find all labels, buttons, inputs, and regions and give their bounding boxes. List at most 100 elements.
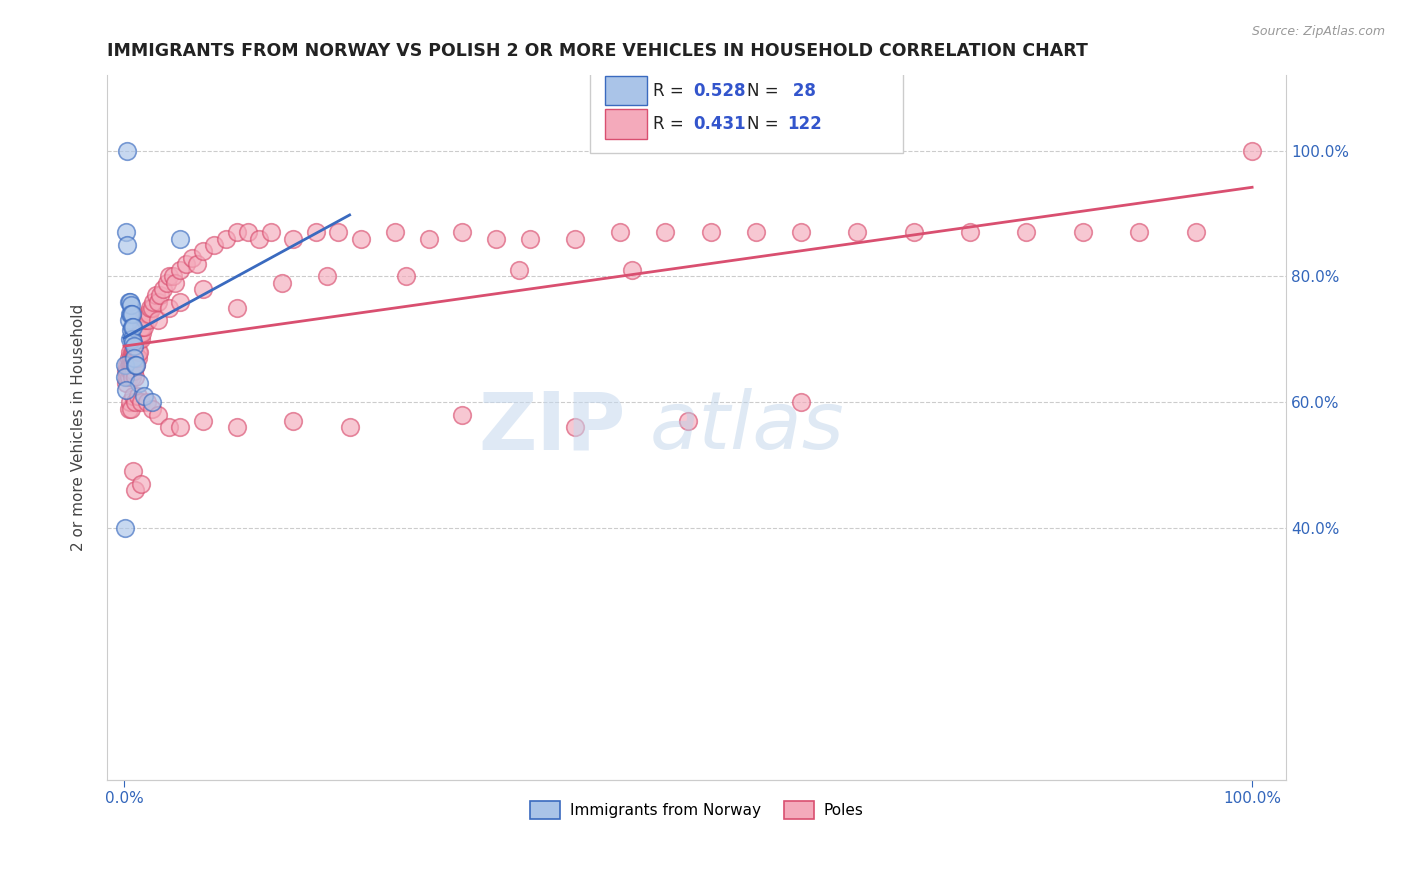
Point bbox=[146, 313, 169, 327]
Point bbox=[131, 326, 153, 340]
Point bbox=[127, 351, 149, 366]
Point bbox=[214, 232, 236, 246]
Point bbox=[620, 263, 643, 277]
Point bbox=[186, 257, 208, 271]
Point bbox=[283, 414, 305, 428]
Point bbox=[162, 269, 184, 284]
Point bbox=[609, 226, 631, 240]
Point bbox=[134, 319, 156, 334]
Point bbox=[117, 351, 139, 366]
Point bbox=[117, 294, 139, 309]
Point bbox=[117, 370, 139, 384]
FancyBboxPatch shape bbox=[591, 64, 903, 153]
Point bbox=[120, 358, 142, 372]
Point bbox=[134, 313, 156, 327]
Point bbox=[191, 414, 214, 428]
Point bbox=[157, 301, 180, 315]
Point bbox=[125, 358, 148, 372]
Y-axis label: 2 or more Vehicles in Household: 2 or more Vehicles in Household bbox=[72, 304, 86, 551]
Point bbox=[132, 313, 155, 327]
Text: IMMIGRANTS FROM NORWAY VS POLISH 2 OR MORE VEHICLES IN HOUSEHOLD CORRELATION CHA: IMMIGRANTS FROM NORWAY VS POLISH 2 OR MO… bbox=[107, 42, 1088, 60]
Point bbox=[124, 370, 146, 384]
Text: 28: 28 bbox=[787, 82, 815, 100]
Point bbox=[141, 301, 163, 315]
Text: Source: ZipAtlas.com: Source: ZipAtlas.com bbox=[1251, 25, 1385, 38]
Point bbox=[259, 226, 281, 240]
Point bbox=[114, 358, 136, 372]
Point bbox=[120, 351, 142, 366]
Point bbox=[142, 294, 165, 309]
Point bbox=[125, 351, 148, 366]
Point bbox=[145, 288, 167, 302]
Point bbox=[124, 358, 146, 372]
Point bbox=[846, 226, 869, 240]
Point bbox=[120, 307, 142, 321]
Point bbox=[174, 257, 197, 271]
Point bbox=[122, 358, 145, 372]
Point bbox=[124, 483, 146, 498]
Point bbox=[114, 370, 136, 384]
Point bbox=[141, 395, 163, 409]
Point bbox=[131, 319, 153, 334]
Point bbox=[790, 395, 813, 409]
Point bbox=[118, 395, 141, 409]
Point bbox=[120, 298, 142, 312]
Point bbox=[118, 332, 141, 346]
Point bbox=[283, 232, 305, 246]
Point bbox=[328, 226, 350, 240]
Point bbox=[1015, 226, 1038, 240]
Point bbox=[129, 319, 152, 334]
Point bbox=[745, 226, 768, 240]
Point bbox=[118, 307, 141, 321]
Point bbox=[115, 226, 138, 240]
Point bbox=[564, 232, 586, 246]
Point bbox=[202, 238, 225, 252]
Point bbox=[1241, 144, 1264, 158]
Point bbox=[127, 389, 149, 403]
Point bbox=[121, 364, 143, 378]
Point bbox=[122, 345, 145, 359]
Point bbox=[157, 269, 180, 284]
Point bbox=[129, 395, 152, 409]
Point bbox=[118, 364, 141, 378]
Point bbox=[122, 351, 145, 366]
Point bbox=[122, 345, 145, 359]
Point bbox=[305, 226, 328, 240]
Point bbox=[139, 301, 162, 315]
Point bbox=[156, 276, 179, 290]
Point bbox=[117, 144, 139, 158]
Point bbox=[129, 332, 152, 346]
Point bbox=[127, 345, 149, 359]
Point bbox=[564, 420, 586, 434]
Point bbox=[118, 358, 141, 372]
Point bbox=[120, 364, 142, 378]
Point bbox=[115, 376, 138, 391]
Point bbox=[120, 323, 142, 337]
Point bbox=[152, 282, 174, 296]
Point bbox=[129, 477, 152, 491]
Text: R =: R = bbox=[652, 115, 689, 133]
Point bbox=[146, 408, 169, 422]
Point bbox=[114, 521, 136, 535]
Point bbox=[134, 389, 156, 403]
Text: ZIP: ZIP bbox=[478, 388, 626, 467]
Point bbox=[124, 351, 146, 366]
Point bbox=[790, 226, 813, 240]
Point bbox=[121, 345, 143, 359]
Point bbox=[122, 319, 145, 334]
Point bbox=[124, 395, 146, 409]
Point bbox=[124, 358, 146, 372]
Point bbox=[1128, 226, 1150, 240]
Point bbox=[128, 332, 150, 346]
Point bbox=[120, 401, 142, 416]
Point bbox=[247, 232, 270, 246]
Point bbox=[236, 226, 259, 240]
Text: N =: N = bbox=[747, 115, 785, 133]
Point bbox=[169, 232, 191, 246]
Point bbox=[191, 282, 214, 296]
Point bbox=[339, 420, 361, 434]
Point bbox=[128, 326, 150, 340]
Point bbox=[654, 226, 676, 240]
Point bbox=[122, 389, 145, 403]
Point bbox=[699, 226, 721, 240]
